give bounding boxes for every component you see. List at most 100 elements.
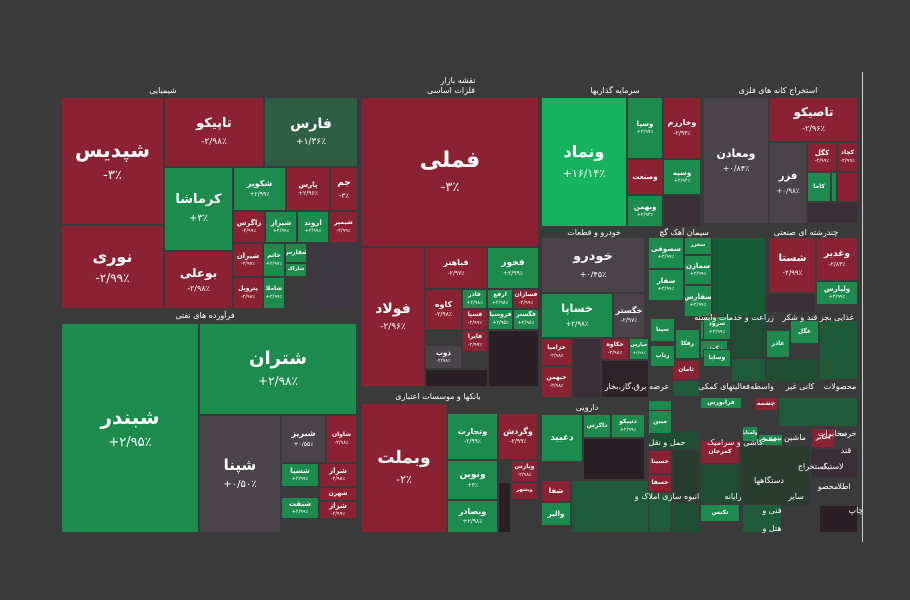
stock-tile[interactable]: پتروپل -۲/۹۸٪	[233, 277, 263, 309]
stock-tile[interactable]: غاذر	[766, 330, 790, 358]
stock-tile[interactable]: سصوفی +۲/۹۹٪	[648, 237, 684, 269]
stock-tile[interactable]: مبین	[648, 410, 672, 434]
stock-tile[interactable]: فاذر +۲/۹۸٪	[462, 289, 487, 309]
stock-tile[interactable]: شفا	[541, 480, 571, 502]
stock-tile[interactable]: والبر	[541, 502, 571, 526]
stock-tile[interactable]: تاپیکو -۲/۹۸٪	[164, 97, 264, 167]
stock-tile[interactable]: شکویر +۲/۹۹٪	[233, 167, 286, 211]
stock-tile[interactable]: جم -۳٪	[330, 167, 358, 211]
stock-tile[interactable]: سیتا	[650, 318, 675, 342]
stock-tile[interactable]: خپارس +۲/۹۸٪	[629, 338, 649, 360]
stock-tile[interactable]: شتران +۲/۹۸٪	[199, 323, 357, 415]
stock-tile[interactable]: خساپا +۲/۹۸٪	[541, 293, 613, 338]
stock-tile[interactable]: ثامان	[672, 360, 700, 380]
stock-tile[interactable]: وساپا	[703, 349, 731, 367]
stock-tile[interactable]: غگل	[790, 320, 819, 344]
stock-tile[interactable]: خگستر -۲/۹۷٪	[613, 293, 645, 338]
stock-tile[interactable]: حسینا	[648, 450, 672, 474]
stock-tile[interactable]: ولپارس +۲/۹۹٪	[816, 281, 858, 305]
stock-tile[interactable]: شاملا +۲/۹۹٪	[263, 277, 285, 309]
stock-tile[interactable]: خاتم +۲/۹۷٪	[263, 243, 285, 277]
stock-tile[interactable]: تکنس	[700, 504, 740, 522]
stock-tile[interactable]: خودرو +۰/۴۵٪	[541, 237, 645, 293]
stock-tile[interactable]: فخوز +۲/۹۹٪	[487, 247, 539, 289]
stock-tile[interactable]: شهرن	[319, 487, 357, 501]
stock-tile[interactable]: بوعلی -۲/۹۸٪	[164, 251, 233, 309]
stock-tile[interactable]: زاگرس -۲/۹۹٪	[233, 211, 265, 243]
stock-tile[interactable]: ولساپا	[742, 426, 758, 442]
stock-tile[interactable]: شزاز -۲/۹۹٪	[319, 501, 357, 519]
stock-tile[interactable]: سفارس +۲/۹۹٪	[684, 285, 712, 317]
stock-tile[interactable]: وبصادر +۲/۹۸٪	[447, 500, 498, 533]
stock-tile[interactable]: فملی -۳٪	[361, 97, 539, 247]
stock-tile[interactable]: اخابر	[811, 428, 835, 448]
stock-tile[interactable]: کاما	[807, 172, 831, 202]
stock-tile[interactable]: سخزر	[684, 237, 712, 255]
stock-tile[interactable]: وخارزم -۲/۹۳٪	[663, 97, 701, 159]
stock-tile[interactable]: ذاکرس	[583, 414, 611, 438]
stock-tile[interactable]: فسازان -۲/۹۹٪	[513, 289, 539, 309]
stock-tile[interactable]: فولاد -۲/۹۶٪	[361, 247, 425, 387]
stock-tile[interactable]: ونوین +۳٪	[447, 460, 498, 500]
stock-tile[interactable]: چشمه	[754, 397, 778, 411]
stock-tile[interactable]: کرماشا +۳٪	[164, 167, 233, 251]
stock-tile[interactable]: وپارس -۲/۹۸٪	[511, 460, 538, 482]
stock-tile[interactable]: وغدیر -۲/۸۳٪	[816, 237, 858, 281]
stock-tile[interactable]: فایرا -۲/۹۷٪	[462, 330, 488, 352]
stock-tile[interactable]: دعبید	[541, 414, 583, 462]
stock-tile[interactable]: کمرجان	[700, 440, 740, 464]
stock-tile[interactable]: وتجارت -۲/۹۹٪	[447, 413, 498, 460]
stock-tile[interactable]: وگردش -۲/۹۹٪	[498, 413, 538, 460]
stock-tile[interactable]: وبهمن +۲/۹۳٪	[627, 195, 663, 227]
stock-tile[interactable]: نوری -۲/۹۹٪	[61, 225, 164, 309]
stock-tile[interactable]: فسپا -۲/۹۹٪	[462, 309, 488, 330]
stock-tile[interactable]: شپنا +۰/۵۰٪	[199, 415, 281, 533]
stock-tile[interactable]: شاراک	[285, 263, 307, 277]
stock-tile[interactable]: فباهنر -۲/۹۷٪	[425, 247, 487, 289]
stock-tile[interactable]: اروند +۲/۹۹٪	[297, 211, 329, 243]
stock-tile[interactable]: وبشهر	[511, 482, 538, 500]
stock-tile[interactable]: کچاد -۲/۹۹٪	[837, 142, 858, 172]
stock-tile[interactable]: شراز -۲/۹۸٪	[319, 463, 357, 487]
stock-tile[interactable]: وسپه +۲/۹۴٪	[663, 159, 701, 195]
stock-tile[interactable]: شپمپر -۲/۹۹٪	[329, 211, 358, 243]
stock-tile[interactable]: ذوب -۲/۹۸٪	[425, 345, 462, 369]
stock-tile[interactable]: فارس +۱/۳۶٪	[264, 97, 358, 167]
stock-tile[interactable]: شیراز +۲/۹۹٪	[265, 211, 297, 243]
stock-tile[interactable]: تاصیکو -۲/۹۶٪	[769, 97, 858, 142]
stock-tile[interactable]: شاوان -۲/۹۸٪	[326, 415, 357, 463]
stock-tile[interactable]: بیمه	[758, 434, 783, 446]
stock-tile[interactable]: وبملت -۲٪	[361, 403, 447, 533]
stock-tile[interactable]: پارس +۲/۹۶٪	[286, 167, 330, 211]
stock-tile[interactable]: سفار +۲/۹۹٪	[648, 269, 684, 301]
stock-tile[interactable]: ومعادن +۰/۸۴٪	[703, 97, 769, 224]
stock-tile[interactable]: فرابورس	[700, 397, 742, 409]
stock-tile[interactable]: شسپا +۲/۹۹٪	[281, 463, 319, 487]
stock-tile[interactable]: شبندر +۲/۹۵٪	[61, 323, 199, 533]
stock-tile[interactable]: خیهمن -۲/۹۸٪	[541, 366, 572, 398]
stock-tile[interactable]: شفارس	[285, 243, 307, 263]
stock-tile[interactable]: شیران -۲/۹۷٪	[233, 243, 263, 277]
stock-tile[interactable]: حسفا	[648, 474, 672, 492]
stock-tile[interactable]: رتاپ	[650, 345, 675, 367]
stock-tile[interactable]: خکاوه -۲/۹۸٪	[601, 338, 629, 360]
stock-symbol: فسازان	[514, 290, 538, 298]
stock-tile[interactable]: رفکا	[675, 329, 700, 359]
stock-tile[interactable]: شپدیس -۳٪	[61, 97, 164, 225]
stock-tile[interactable]: شنفت +۲/۹۹٪	[281, 497, 319, 519]
stock-tile[interactable]: فگستر +۲/۹۸٪	[513, 309, 539, 330]
stock-tile[interactable]: ارفع +۲/۹۸٪	[487, 289, 513, 309]
stock-tile[interactable]: ونماد +۱۶/۱۴٪	[541, 97, 627, 227]
stock-tile[interactable]: وسپا +۲/۹۷٪	[627, 97, 663, 159]
stock-tile[interactable]: کگل -۲/۹۹٪	[807, 142, 837, 172]
stock-tile[interactable]: وصنعت	[627, 159, 663, 195]
stock-tile[interactable]: شستا -۲/۹۹٪	[769, 237, 816, 293]
stock-tile[interactable]: سرود +۲/۹۹٪	[703, 316, 731, 340]
stock-tile[interactable]: فروسیا +۲/۹۵٪	[488, 309, 513, 330]
stock-tile[interactable]: شبریز +۰/۵۵٪	[281, 415, 326, 463]
stock-tile[interactable]: سمازن +۲/۹۹٪	[684, 255, 712, 285]
stock-tile[interactable]: دتیپکو +۲/۹۹٪	[611, 414, 645, 438]
stock-tile[interactable]: کاوه -۲/۹۸٪	[425, 289, 462, 330]
stock-tile[interactable]: فزر +۰/۹۸٪	[769, 142, 807, 224]
stock-tile[interactable]: خزامیا -۲/۹۸٪	[541, 338, 572, 366]
